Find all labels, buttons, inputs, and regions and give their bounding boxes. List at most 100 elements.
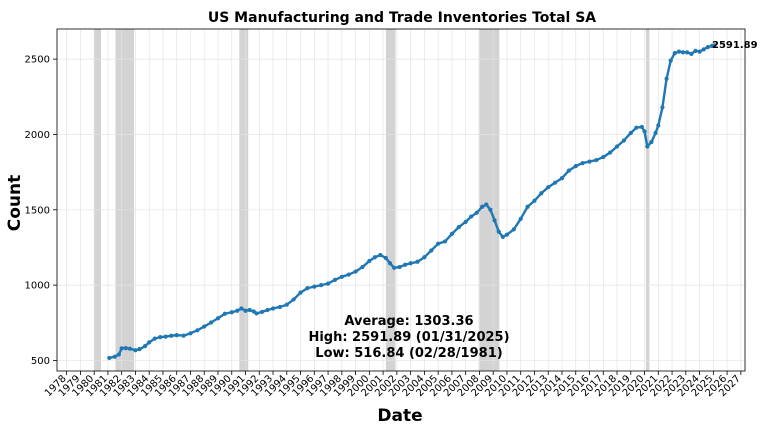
data-point xyxy=(649,139,654,145)
data-point xyxy=(653,130,658,136)
data-point xyxy=(188,331,193,336)
data-point xyxy=(353,269,358,274)
data-point xyxy=(621,138,627,143)
data-point xyxy=(169,333,174,338)
data-point xyxy=(415,259,420,264)
data-point xyxy=(284,302,289,307)
data-point xyxy=(705,44,710,50)
data-point xyxy=(656,123,661,128)
data-point xyxy=(639,124,644,130)
data-point xyxy=(360,264,365,270)
data-point xyxy=(518,216,523,221)
data-point xyxy=(403,262,408,267)
data-point xyxy=(672,51,677,56)
data-point xyxy=(645,144,650,149)
data-point xyxy=(573,164,578,169)
data-point xyxy=(152,336,157,341)
data-point xyxy=(133,348,138,353)
data-point xyxy=(496,229,501,234)
chart-title: US Manufacturing and Trade Inventories T… xyxy=(208,10,596,26)
x-axis: 1978197919801981198219831984198519861987… xyxy=(43,371,743,399)
data-point xyxy=(680,50,686,55)
last-value-label: 2591.89 xyxy=(712,40,758,51)
data-point xyxy=(456,225,461,230)
data-point xyxy=(608,150,613,155)
data-point xyxy=(422,255,427,260)
data-point xyxy=(181,333,186,338)
data-point xyxy=(123,345,128,351)
data-point xyxy=(525,204,530,209)
data-point xyxy=(319,283,324,288)
data-point xyxy=(235,308,240,313)
data-point xyxy=(566,168,571,173)
data-point xyxy=(112,354,117,359)
y-axis: 500 1000 1500 2000 2500 xyxy=(25,55,57,367)
series-line-path xyxy=(109,44,715,360)
data-point xyxy=(254,311,259,316)
data-point xyxy=(116,352,122,357)
data-point xyxy=(660,105,665,110)
recession-bands xyxy=(94,29,650,371)
data-point xyxy=(701,47,706,52)
data-point xyxy=(259,309,265,315)
y-tick-label: 500 xyxy=(31,356,50,367)
data-point xyxy=(668,58,673,63)
data-point xyxy=(127,346,133,351)
data-point xyxy=(511,227,516,232)
data-point xyxy=(601,154,606,160)
data-point xyxy=(325,281,331,286)
data-point xyxy=(142,344,148,349)
data-point xyxy=(689,51,694,56)
data-point xyxy=(546,185,551,190)
y-tick-label: 1000 xyxy=(25,281,50,292)
data-point xyxy=(436,241,441,246)
data-point xyxy=(429,248,434,253)
data-point xyxy=(484,202,489,207)
data-point xyxy=(332,277,338,282)
data-point xyxy=(137,347,142,352)
data-point xyxy=(697,49,702,54)
data-point xyxy=(291,297,296,302)
data-point xyxy=(469,214,474,219)
data-point xyxy=(463,219,468,224)
data-point xyxy=(693,48,698,53)
data-point xyxy=(387,261,393,266)
data-point xyxy=(229,310,234,315)
data-point xyxy=(397,264,402,270)
recession-band-0 xyxy=(94,29,102,371)
data-point xyxy=(500,234,505,240)
data-point xyxy=(163,334,168,339)
data-point xyxy=(664,76,669,81)
data-point xyxy=(594,157,599,163)
data-point xyxy=(215,316,221,321)
data-point xyxy=(147,340,152,345)
data-point xyxy=(270,306,276,311)
data-point xyxy=(174,333,179,338)
series-line xyxy=(107,43,717,361)
grid-lines xyxy=(57,29,745,371)
data-point xyxy=(312,284,317,289)
data-point xyxy=(392,265,397,270)
data-point xyxy=(408,261,413,266)
data-point xyxy=(449,231,455,236)
data-point xyxy=(628,130,633,136)
recession-band-3 xyxy=(385,29,396,371)
data-point xyxy=(209,320,214,325)
data-point xyxy=(367,258,372,264)
y-tick-label: 2500 xyxy=(25,55,50,66)
data-point xyxy=(346,272,351,277)
data-point xyxy=(107,355,112,361)
data-point xyxy=(202,324,207,329)
data-point xyxy=(580,160,585,166)
data-point xyxy=(442,239,448,244)
data-point xyxy=(372,255,377,260)
data-point xyxy=(298,290,303,295)
data-point xyxy=(339,274,344,279)
data-point xyxy=(383,255,388,261)
data-point xyxy=(243,308,248,313)
data-point xyxy=(614,144,620,149)
y-tick-label: 1500 xyxy=(25,205,50,216)
y-axis-label: Count xyxy=(5,175,25,232)
data-point xyxy=(634,125,639,130)
data-point xyxy=(277,304,283,310)
